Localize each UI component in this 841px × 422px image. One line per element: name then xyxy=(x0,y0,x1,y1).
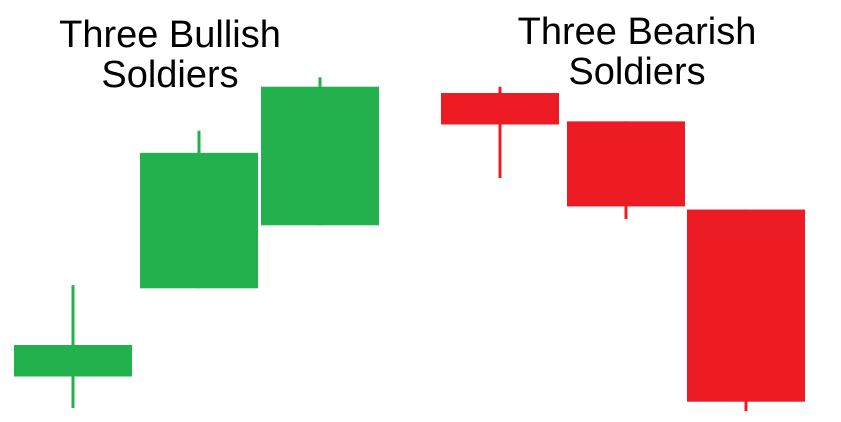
bearish-candle-3-body xyxy=(687,209,805,402)
bearish-pattern-title: Three Bearish Soldiers xyxy=(492,13,782,91)
bullish-title-line1: Three Bullish xyxy=(59,14,281,56)
bearish-candle-2-body xyxy=(567,121,685,207)
bearish-title-line2: Soldiers xyxy=(568,51,706,93)
bearish-candle-1-body xyxy=(441,93,559,125)
bullish-pattern-title: Three Bullish Soldiers xyxy=(30,16,310,94)
bearish-title-line1: Three Bearish xyxy=(517,11,757,53)
bullish-title-line2: Soldiers xyxy=(101,54,239,96)
bullish-candle-2-body xyxy=(140,152,258,289)
bullish-candle-3-body xyxy=(261,86,379,226)
bullish-candle-1-body xyxy=(14,345,132,377)
